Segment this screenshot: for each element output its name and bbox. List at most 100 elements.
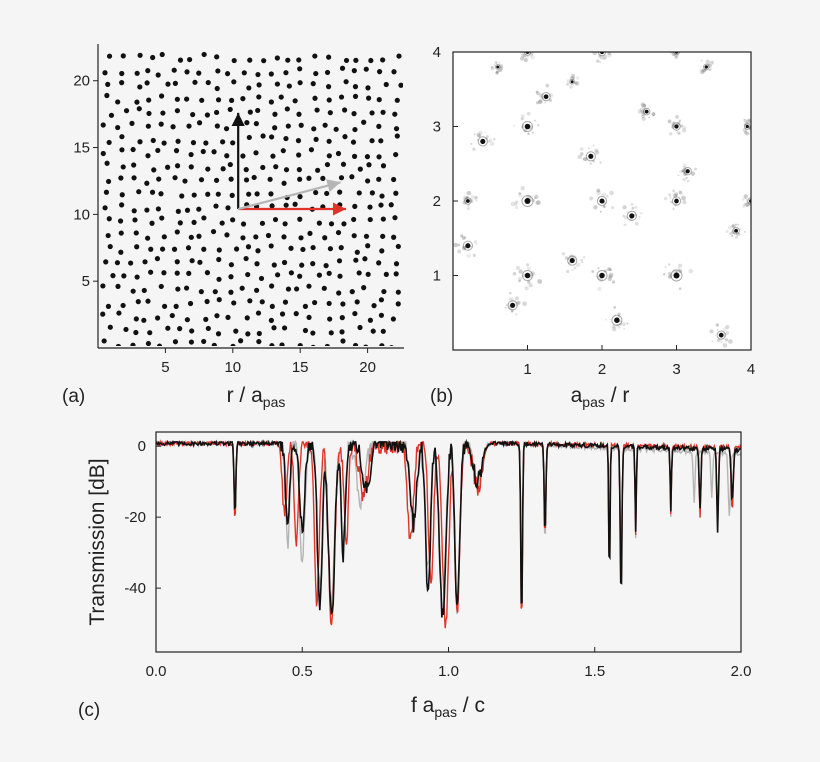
a-point <box>149 220 155 226</box>
a-point <box>256 330 262 337</box>
b-peak <box>674 198 679 204</box>
a-point <box>356 190 362 196</box>
b-speckle <box>651 112 656 116</box>
b-speckle <box>742 204 746 208</box>
a-point <box>353 57 359 63</box>
b-peak-ring <box>671 196 682 206</box>
b-speckle <box>613 305 617 309</box>
b-peak-ring <box>494 64 501 70</box>
a-point <box>297 216 303 222</box>
b-speckle <box>725 229 729 234</box>
b-peak <box>510 302 516 308</box>
b-speckle <box>619 320 622 323</box>
a-point <box>172 175 178 181</box>
a-point <box>383 271 389 277</box>
b-speckle <box>518 192 522 195</box>
b-speckle <box>513 124 516 127</box>
a-point <box>298 122 304 128</box>
a-point <box>131 208 137 214</box>
b-peak-ring <box>541 92 551 102</box>
a-point <box>103 189 110 195</box>
b-speckle <box>526 111 531 116</box>
a-point <box>212 289 218 295</box>
b-peak-ring <box>596 195 608 207</box>
b-speckle <box>599 55 604 60</box>
a-point <box>356 270 362 276</box>
a-point <box>211 342 217 346</box>
b-speckle <box>678 190 682 194</box>
a-point <box>196 206 202 212</box>
b-peak-ring <box>642 107 651 116</box>
a-point <box>173 303 179 309</box>
a-point <box>296 152 302 158</box>
a-point <box>179 193 185 199</box>
a-point <box>254 287 260 293</box>
a-point <box>395 289 401 295</box>
b-speckle <box>701 69 705 73</box>
b-y-tick-label: 4 <box>433 44 441 61</box>
a-point <box>310 261 316 267</box>
b-speckle <box>719 339 723 344</box>
b-peak <box>614 317 620 323</box>
b-speckle <box>753 122 756 125</box>
a-x-tick-label: 15 <box>292 359 309 376</box>
b-speckle <box>522 301 527 307</box>
b-speckle <box>498 61 501 64</box>
b-speckle <box>528 52 533 57</box>
a-point <box>145 298 151 304</box>
b-speckle <box>571 269 574 272</box>
a-point <box>182 178 188 184</box>
a-point <box>367 317 373 323</box>
b-peak <box>524 123 531 130</box>
a-point <box>145 235 151 241</box>
a-point <box>196 70 202 76</box>
a-point <box>219 220 225 226</box>
b-speckle <box>536 200 541 205</box>
a-point <box>361 285 367 291</box>
b-speckle <box>472 147 476 151</box>
b-speckle <box>651 112 656 116</box>
b-speckle <box>514 202 518 206</box>
a-point <box>165 164 171 170</box>
a-point <box>159 51 165 58</box>
a-point <box>184 96 190 102</box>
a-point <box>339 65 346 71</box>
a-point <box>215 331 222 337</box>
a-point <box>158 93 165 99</box>
a-point <box>158 121 164 127</box>
b-speckle <box>523 58 528 63</box>
a-point <box>145 123 151 129</box>
a-vector-2 <box>237 179 341 211</box>
b-speckle <box>640 211 643 215</box>
a-point <box>285 286 292 292</box>
b-speckle <box>622 214 626 218</box>
b-speckle <box>597 267 600 270</box>
b-speckle <box>611 324 616 329</box>
a-point <box>225 205 231 211</box>
b-speckle <box>609 190 614 196</box>
b-speckle <box>680 169 684 173</box>
a-point <box>297 343 303 346</box>
a-point <box>366 162 372 168</box>
a-point <box>156 176 162 182</box>
b-speckle <box>589 162 592 165</box>
b-speckle <box>512 271 517 276</box>
b-speckle <box>710 60 714 65</box>
a-point <box>161 303 168 309</box>
b-speckle <box>678 287 682 290</box>
a-point <box>253 150 259 156</box>
a-point <box>323 263 329 269</box>
a-point <box>333 126 339 132</box>
b-speckle <box>571 73 576 78</box>
a-point <box>131 162 137 168</box>
b-speckle <box>602 54 608 60</box>
a-point <box>388 202 394 208</box>
b-peak-ring <box>507 300 518 311</box>
a-point <box>369 138 375 144</box>
a-point <box>352 342 359 346</box>
b-speckle <box>603 205 606 208</box>
a-point <box>196 120 203 126</box>
b-speckle <box>678 191 684 196</box>
b-speckle <box>580 152 584 156</box>
a-point <box>245 331 251 337</box>
